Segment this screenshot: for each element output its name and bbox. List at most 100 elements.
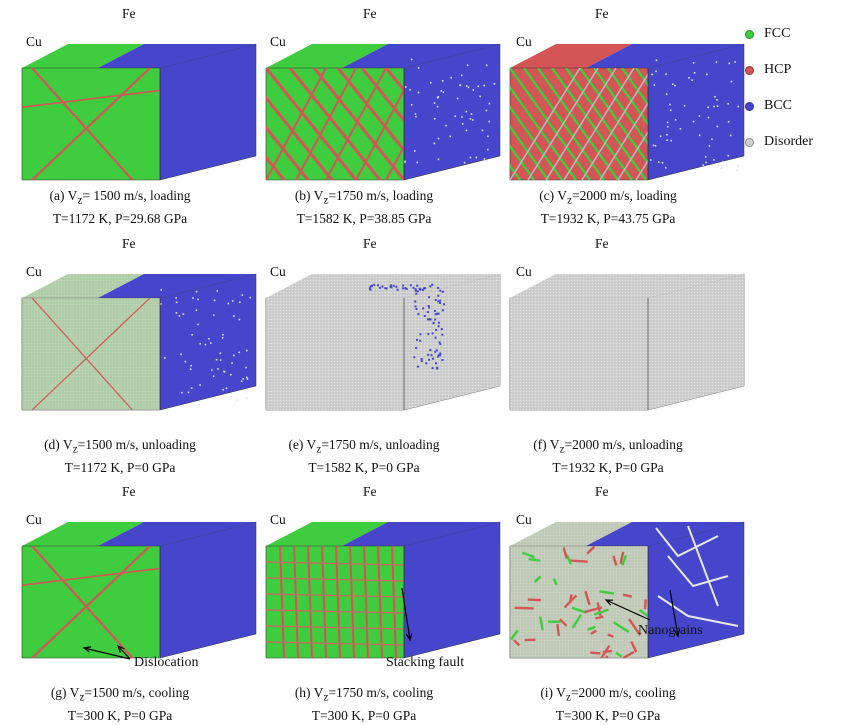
- bcc-atom: [436, 367, 439, 370]
- stacking-fault-line: [31, 546, 151, 658]
- stacking-fault-line: [638, 608, 648, 620]
- disorder-atom: [236, 399, 238, 401]
- stacking-fault-line: [612, 621, 630, 633]
- disorder-atom: [714, 95, 716, 98]
- disorder-atom: [730, 80, 733, 83]
- bcc-atom: [441, 290, 444, 293]
- disorder-atom: [249, 296, 252, 299]
- disorder-atom: [692, 62, 695, 64]
- disorder-atom: [459, 84, 462, 86]
- disorder-atom: [654, 144, 657, 147]
- disorder-atom: [219, 359, 222, 361]
- disorder-atom: [461, 116, 463, 118]
- cu-label-f: Cu: [516, 264, 532, 279]
- disorder-atom: [736, 169, 739, 172]
- disorder-texture-top: [510, 274, 632, 298]
- bcc-atom: [404, 287, 407, 290]
- bcc-atom: [432, 357, 435, 360]
- stacking-fault-line: [523, 68, 605, 180]
- stacking-fault-line: [266, 641, 404, 646]
- disorder-atom: [716, 105, 719, 107]
- stacking-fault-line: [622, 650, 635, 658]
- fe-label-i: Fe: [595, 484, 609, 499]
- stacking-fault-line: [570, 559, 588, 563]
- bcc-atom: [422, 287, 425, 290]
- bcc-atom: [430, 354, 433, 357]
- disorder-atom: [665, 73, 667, 75]
- bcc-atom: [437, 325, 440, 328]
- stacking-fault-line: [266, 68, 310, 180]
- fe-label-e: Fe: [363, 236, 377, 251]
- fe-disorder-texture-top: [341, 274, 500, 298]
- disorder-atom: [483, 158, 486, 160]
- disorder-atom: [414, 113, 417, 115]
- bcc-atom: [422, 307, 425, 310]
- bcc-atom: [441, 359, 444, 362]
- bcc-atom: [432, 321, 435, 324]
- disorder-atom: [737, 165, 739, 167]
- bcc-atom: [437, 355, 440, 358]
- cu-label-b: Cu: [270, 34, 286, 49]
- stacking-fault-line: [510, 68, 549, 180]
- bcc-atom: [415, 308, 418, 311]
- stacking-fault-line: [594, 615, 604, 620]
- disorder-atom: [679, 128, 682, 130]
- fe-disorder-texture: [404, 274, 500, 410]
- disorder-atom: [211, 369, 213, 371]
- disorder-atom: [189, 368, 192, 371]
- bcc-atom: [439, 289, 442, 292]
- cu-label-i: Cu: [516, 512, 532, 527]
- bcc-atom: [429, 285, 432, 288]
- disorder-atom: [465, 85, 468, 87]
- disorder-atom: [666, 121, 669, 124]
- disorder-atom: [485, 64, 488, 67]
- bcc-atom: [415, 347, 418, 350]
- disorder-atom: [652, 144, 655, 147]
- disorder-atom: [487, 148, 489, 151]
- disorder-atom: [229, 373, 232, 376]
- stacking-fault-line: [266, 68, 327, 180]
- fe-top-face: [97, 274, 257, 298]
- fe-side-face: [647, 43, 745, 181]
- stacking-fault-line: [22, 89, 160, 108]
- disorder-atom: [195, 309, 198, 312]
- hcp-stripes: [510, 546, 648, 658]
- stacking-fault-line: [31, 68, 151, 180]
- disorder-atom: [216, 290, 218, 292]
- disorder-atom: [649, 159, 652, 161]
- stacking-fault-line: [630, 640, 638, 653]
- bcc-atom: [429, 349, 432, 352]
- hcp-stripes: [266, 546, 404, 658]
- bcc-atom: [428, 306, 431, 309]
- stacking-fault-line: [335, 546, 341, 658]
- disorder-atom: [463, 161, 466, 164]
- bcc-atom: [439, 352, 442, 355]
- stacking-fault-line: [562, 547, 568, 559]
- fe-disorder-texture-top: [585, 274, 744, 298]
- bcc-atom: [409, 284, 412, 287]
- disorder-atom: [488, 102, 491, 105]
- bcc-atom: [415, 292, 418, 295]
- bcc-atom: [434, 298, 437, 301]
- bcc-atom: [414, 289, 417, 292]
- fe-top-face: [341, 44, 500, 68]
- bcc-atom: [416, 365, 419, 368]
- disorder-atom: [471, 119, 474, 121]
- disorder-atom: [653, 84, 656, 86]
- disorder-atom: [688, 77, 690, 79]
- stacking-fault-line: [279, 546, 285, 658]
- disorder-atom: [430, 81, 432, 84]
- disorder-atom: [470, 113, 473, 115]
- bcc-atom: [418, 287, 421, 290]
- stacking-fault-line: [336, 68, 404, 180]
- disorder-atom: [479, 95, 481, 98]
- disorder-atom: [436, 105, 439, 108]
- disorder-atom: [197, 323, 199, 326]
- bcc-atom: [395, 285, 398, 288]
- disorder-atom: [704, 156, 707, 158]
- bcc-atom: [425, 362, 428, 365]
- disorder-atom: [191, 333, 193, 336]
- disorder-atom: [460, 74, 463, 77]
- disorder-atom: [180, 353, 182, 356]
- disorder-atom: [661, 162, 664, 164]
